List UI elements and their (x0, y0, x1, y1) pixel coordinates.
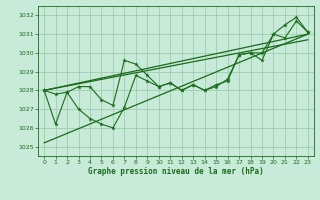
X-axis label: Graphe pression niveau de la mer (hPa): Graphe pression niveau de la mer (hPa) (88, 167, 264, 176)
